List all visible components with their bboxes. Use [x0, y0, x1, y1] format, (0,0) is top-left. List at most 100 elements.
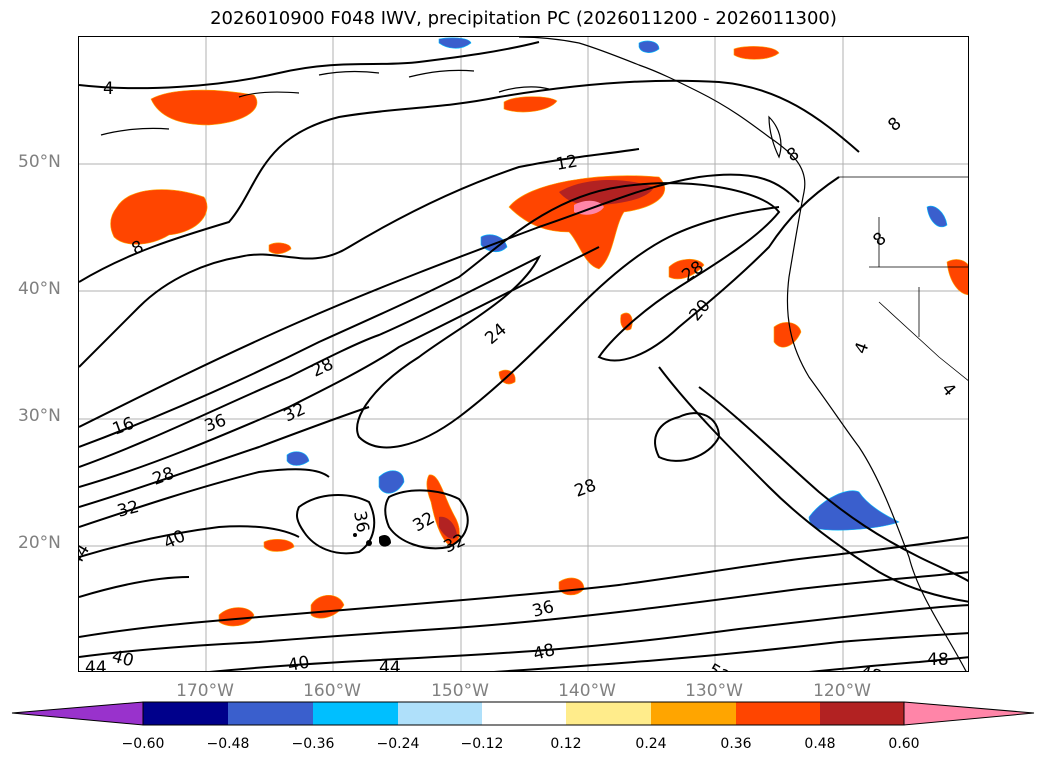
- contour-label: 28: [572, 476, 599, 502]
- colorbar-swatch: [820, 702, 904, 725]
- island-vancouver: [768, 115, 782, 159]
- colorbar-swatch: [482, 702, 566, 725]
- colorbar-swatch: [143, 702, 228, 725]
- contour-label: 8: [884, 114, 905, 136]
- contour-label: 52: [705, 660, 734, 672]
- precip-patch-neg2: [286, 451, 310, 466]
- contour-32: [79, 406, 370, 508]
- coast-aleutian-d: [238, 91, 300, 98]
- contour-label: 32: [115, 497, 141, 522]
- contour-label: 28: [150, 464, 177, 490]
- iwv-contours: [79, 41, 968, 671]
- precip-patch-e: [946, 259, 968, 296]
- contour-40: [79, 525, 300, 558]
- contour-8: [79, 79, 860, 283]
- precip-patch-n2: [503, 96, 558, 113]
- lon-label-120w: 120°W: [813, 681, 871, 701]
- lat-label-20n: 20°N: [18, 533, 61, 553]
- precip-patch-c3: [620, 312, 633, 331]
- lat-label-50n: 50°N: [18, 152, 61, 172]
- lon-label-140w: 140°W: [558, 681, 616, 701]
- contour-east-1: [698, 386, 968, 582]
- precip-patch-w2: [268, 242, 292, 255]
- colorbar-swatch: [566, 702, 651, 725]
- contour-label: 40: [286, 652, 311, 672]
- precip-patch-aleutians: [150, 89, 258, 126]
- contour-label: 8: [869, 229, 890, 251]
- contour-east-2: [658, 366, 968, 603]
- contour-closed-28: [654, 412, 721, 462]
- colorbar-swatch: [651, 702, 736, 725]
- contour-label: 16: [110, 414, 137, 440]
- island-hawaii: [379, 535, 391, 547]
- lon-label-170w: 170°W: [176, 681, 234, 701]
- colorbar-tick: 0.48: [804, 736, 836, 752]
- colorbar-tick: 0.60: [888, 736, 920, 752]
- contour-south-3: [209, 604, 968, 671]
- colorbar-extend-high: [903, 701, 1035, 726]
- map-canvas: 4 8 8 8 8 12 16 20 24 28 28 28 28 32 32 …: [79, 37, 968, 672]
- lat-label-30n: 30°N: [18, 406, 61, 426]
- precip-patch-s2: [263, 538, 295, 552]
- colorbar-outline: [142, 701, 905, 726]
- lon-label-130w: 130°W: [685, 681, 743, 701]
- contour-closed-hawaii: [295, 494, 376, 555]
- map-frame: 4 8 8 8 8 12 16 20 24 28 28 28 28 32 32 …: [78, 36, 969, 672]
- colorbar-tick: 0.24: [635, 736, 667, 752]
- colorbar-tick: 0.12: [550, 736, 582, 752]
- contour-label: 4: [937, 379, 959, 400]
- colorbar-swatch: [228, 702, 313, 725]
- graticule: [79, 37, 968, 671]
- precip-patch-california: [773, 322, 802, 348]
- precip-patch-hawaii-core: [439, 516, 457, 539]
- precip-shading: [110, 37, 968, 627]
- contour-20: [79, 176, 840, 448]
- colorbar-swatch: [398, 702, 482, 725]
- coast-americas: [518, 37, 967, 671]
- contour-44: [79, 576, 190, 598]
- island-oahu: [353, 533, 357, 537]
- contour-label: 32: [281, 399, 309, 426]
- colorbar-extend-low: [11, 701, 144, 726]
- precip-patch-neg-hawaii: [378, 470, 405, 494]
- contour-label: 44: [85, 658, 107, 672]
- coast-aleutian-a: [498, 86, 550, 93]
- precip-patch-neg-ne: [926, 205, 948, 228]
- coast-aleutian-e: [100, 127, 170, 136]
- precip-patch-neg-top2: [638, 40, 660, 53]
- contour-south-4: [493, 632, 968, 671]
- colorbar-tick: −0.12: [460, 736, 504, 752]
- colorbar-tick: −0.36: [291, 736, 335, 752]
- colorbar-swatch: [313, 702, 398, 725]
- contour-label: 24: [481, 320, 510, 349]
- precip-patch-sw2: [310, 594, 345, 619]
- contour-label: 36: [349, 509, 372, 534]
- contour-16: [79, 173, 800, 428]
- contour-label: 36: [530, 597, 556, 622]
- precip-patch-s1: [558, 577, 585, 596]
- contour-12: [79, 148, 640, 368]
- contour-label: 8: [784, 144, 803, 167]
- chart-title: 2026010900 F048 IWV, precipitation PC (2…: [210, 8, 837, 29]
- contour-label: 12: [554, 151, 579, 174]
- colorbar-swatch: [736, 702, 820, 725]
- contour-south-5: [808, 656, 968, 671]
- contour-south-1: [79, 536, 968, 638]
- contour-label: 48: [858, 663, 884, 672]
- colorbar: [11, 701, 1035, 726]
- colorbar-tick: −0.48: [206, 736, 250, 752]
- contour-label: 44: [379, 658, 401, 672]
- contour-label: 40: [110, 647, 136, 672]
- lon-label-160w: 160°W: [303, 681, 361, 701]
- lon-label-150w: 150°W: [431, 681, 489, 701]
- contour-36: [79, 468, 330, 528]
- contour-label: 4: [851, 340, 873, 357]
- contour-label: 4: [103, 79, 114, 99]
- precip-patch-sw1: [218, 607, 255, 627]
- colorbar-tick: −0.24: [376, 736, 420, 752]
- contour-closed-32: [384, 489, 469, 550]
- contour-28: [79, 246, 600, 488]
- precip-patch-n1: [733, 46, 780, 60]
- coastlines: [100, 37, 968, 671]
- colorbar-tick: 0.36: [720, 736, 752, 752]
